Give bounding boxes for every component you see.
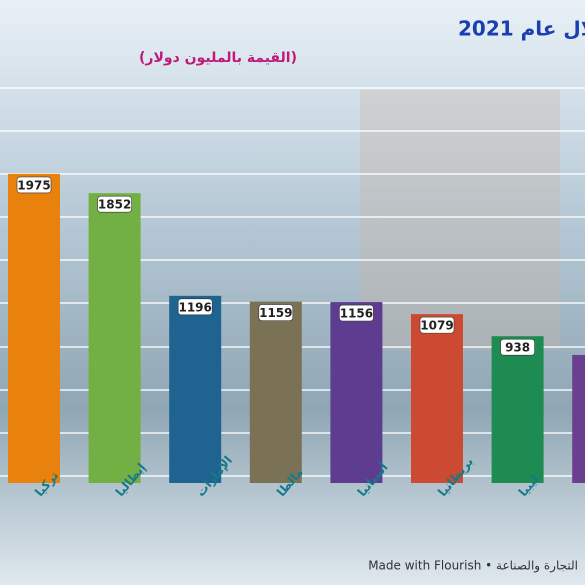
bar bbox=[491, 336, 544, 483]
value-label-box bbox=[500, 338, 535, 356]
ship-photo bbox=[360, 90, 560, 350]
value-label-box bbox=[177, 298, 213, 316]
value-label: 938 bbox=[505, 341, 530, 355]
bar bbox=[411, 314, 463, 483]
value-label: 1196 bbox=[178, 300, 211, 314]
bar bbox=[88, 193, 141, 484]
value-label-box bbox=[419, 316, 455, 334]
value-label: 1852 bbox=[98, 198, 131, 212]
footer: Made with Flourish • التجارة والصناعة bbox=[368, 559, 578, 574]
value-label-box bbox=[97, 195, 132, 213]
bar bbox=[330, 302, 383, 483]
value-label: 1975 bbox=[17, 178, 50, 192]
chart-title: أعلى 10 دول استقبالا لصادرات مصر خلال عا… bbox=[458, 15, 585, 41]
value-label-box bbox=[258, 304, 294, 321]
chart-subtitle: (القيمة بالمليون دولار) bbox=[139, 50, 297, 66]
bar bbox=[572, 354, 585, 483]
bar bbox=[8, 173, 60, 483]
value-label-box bbox=[339, 304, 374, 322]
value-label: 1079 bbox=[420, 319, 453, 333]
value-label-box bbox=[16, 176, 52, 194]
bar bbox=[169, 295, 222, 483]
value-label: 1159 bbox=[259, 306, 292, 320]
bar bbox=[249, 301, 302, 483]
value-label: 1156 bbox=[340, 307, 373, 321]
